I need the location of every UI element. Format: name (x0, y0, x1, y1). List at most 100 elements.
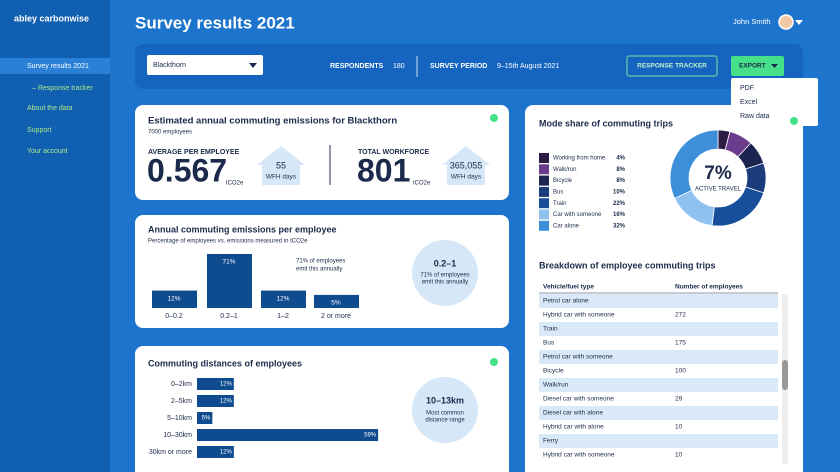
export-caret[interactable] (771, 64, 778, 68)
tracker-button-label[interactable]: RESPONSE TRACKER (637, 63, 707, 70)
callout-circle (412, 240, 478, 306)
cell: Walk/run (543, 382, 569, 389)
legend-value: 16% (613, 212, 626, 218)
bar-label: 12% (220, 382, 233, 388)
bar (197, 446, 234, 458)
legend-value: 32% (613, 223, 626, 229)
bar-label: 12% (276, 295, 289, 302)
menu-item[interactable]: Raw data (740, 113, 770, 120)
user-caret[interactable] (795, 20, 803, 25)
row-stripe (539, 406, 778, 420)
menu-item[interactable]: PDF (740, 85, 754, 92)
sidebar (0, 0, 110, 472)
nav-item[interactable]: Survey results 2021 (27, 63, 89, 70)
legend-label: Car alone (553, 223, 580, 229)
wfh-value: 365,055 (450, 160, 483, 170)
export-button-label[interactable]: EXPORT (739, 63, 766, 70)
callout-text: 71% of employees (420, 273, 469, 279)
avatar[interactable] (778, 14, 794, 30)
cell: Hybrid car with alone (543, 424, 604, 431)
row-stripe (539, 378, 778, 392)
legend-value: 10% (613, 189, 626, 195)
scroll-thumb[interactable] (782, 360, 788, 390)
cell: Train (543, 326, 558, 333)
bar-label: 12% (167, 295, 180, 302)
nav-active (0, 58, 110, 74)
legend-value: 4% (616, 156, 625, 162)
help-icon[interactable] (490, 358, 498, 366)
chart-title: Annual commuting emissions per employee (148, 224, 337, 234)
annotation: 71% of employees (296, 259, 345, 265)
export-button[interactable] (731, 56, 784, 76)
y-label: 30km or more (149, 449, 192, 456)
total-value: 801 (357, 152, 410, 188)
bar-label: 71% (222, 259, 235, 266)
column-header: Number of employees (675, 284, 743, 291)
cell: 10 (675, 424, 683, 431)
menu-item[interactable]: Excel (740, 99, 758, 106)
row-stripe (539, 434, 778, 448)
legend-value: 8% (616, 167, 625, 173)
legend-swatch (539, 186, 549, 197)
donut-center-label: ACTIVE TRAVEL (695, 187, 742, 193)
bar-label: 59% (364, 433, 377, 439)
cell: Diesel car with someone (543, 396, 614, 403)
legend-swatch (539, 175, 549, 186)
help-icon[interactable] (790, 117, 798, 125)
cell: Hybrid car with someone (543, 312, 615, 319)
respondents-label: RESPONDENTS (330, 63, 384, 70)
nav-item[interactable]: Your account (27, 148, 68, 155)
page-title: Survey results 2021 (135, 13, 295, 32)
y-label: 0–2km (171, 381, 192, 388)
legend-label: Bus (553, 189, 563, 195)
callout-title: 0.2–1 (434, 258, 457, 268)
nav-item[interactable]: – Response tracker (32, 85, 93, 92)
house-icon (257, 146, 305, 185)
period-value: 9–15th August 2021 (497, 63, 559, 70)
card-subtitle: 7000 employees (148, 130, 192, 136)
wfh-label: WFH days (266, 174, 297, 181)
callout-text: distance range (425, 418, 465, 424)
bar-label: 12% (220, 399, 233, 405)
bar (197, 429, 379, 441)
column-header: Vehicle/fuel type (543, 284, 594, 291)
callout-text: emit this annually (422, 280, 468, 286)
cell: 272 (675, 312, 686, 319)
row-stripe (539, 350, 778, 364)
cell: Diesel car with alone (543, 410, 603, 417)
help-icon[interactable] (490, 114, 498, 122)
filter-bar (135, 44, 803, 89)
legend-swatch (539, 198, 549, 209)
legend-swatch (539, 153, 549, 163)
average-value: 0.567 (147, 152, 227, 188)
wfh-label: WFH days (451, 174, 482, 181)
cell: 175 (675, 340, 686, 347)
location-value[interactable]: Blackthorn (153, 62, 186, 69)
bar (207, 253, 252, 308)
nav-item[interactable]: About the data (27, 105, 73, 112)
bar (197, 412, 213, 424)
cell: 100 (675, 368, 686, 375)
nav-item[interactable]: Support (27, 127, 52, 134)
legend-label: Bicycle (553, 178, 573, 184)
tracker-button[interactable] (626, 55, 718, 77)
location-dropdown[interactable] (147, 55, 263, 75)
callout-title: 10–13km (426, 395, 464, 405)
dropdown-caret[interactable] (249, 63, 257, 68)
legend-label: Car with someone (553, 212, 602, 218)
x-label: 0.2–1 (220, 313, 238, 320)
donut-segment (669, 129, 719, 199)
legend-swatch (539, 209, 549, 220)
y-label: 10–30km (163, 432, 192, 439)
chart-subtitle: Percentage of employees vs. emissions me… (148, 239, 308, 245)
row-stripe (539, 322, 778, 336)
respondents-value: 180 (393, 63, 405, 70)
legend-value: 22% (613, 201, 626, 207)
user-name[interactable]: John Smith (733, 17, 771, 26)
cell: Petrol car alone (543, 298, 589, 305)
legend-swatch (539, 164, 549, 175)
chart-title: Commuting distances of employees (148, 358, 302, 368)
bar (314, 294, 359, 308)
